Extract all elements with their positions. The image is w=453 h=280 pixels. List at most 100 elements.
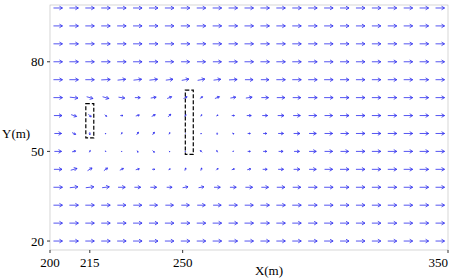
- velocity-arrow: [340, 239, 349, 243]
- velocity-arrow: [121, 133, 123, 135]
- velocity-arrow: [245, 42, 254, 46]
- velocity-arrow: [436, 60, 445, 64]
- velocity-arrow: [260, 24, 269, 28]
- velocity-arrow: [388, 24, 397, 28]
- velocity-arrow: [120, 115, 123, 116]
- velocity-arrow: [54, 114, 62, 118]
- velocity-arrow: [165, 239, 174, 243]
- velocity-arrow: [388, 132, 397, 136]
- velocity-arrow: [185, 168, 186, 171]
- velocity-arrow: [85, 42, 94, 46]
- velocity-arrow: [165, 60, 174, 64]
- velocity-arrow: [420, 221, 429, 225]
- velocity-arrow: [388, 221, 397, 225]
- velocity-arrow: [213, 203, 221, 207]
- velocity-arrow: [420, 150, 429, 154]
- velocity-arrow: [248, 133, 251, 134]
- velocity-arrow: [420, 60, 429, 64]
- velocity-arrow: [279, 150, 284, 152]
- velocity-arrow: [85, 221, 94, 225]
- velocity-arrow: [70, 96, 78, 100]
- velocity-arrow: [308, 239, 317, 243]
- velocity-arrow: [53, 6, 62, 10]
- velocity-arrow: [294, 132, 300, 135]
- velocity-arrow: [277, 185, 285, 189]
- velocity-arrow: [105, 150, 107, 152]
- velocity-arrow: [356, 132, 365, 136]
- velocity-arrow: [261, 96, 268, 100]
- x-tick-label: 200: [40, 255, 60, 270]
- velocity-arrow: [404, 6, 413, 10]
- velocity-arrow: [167, 186, 172, 189]
- velocity-arrow: [308, 203, 317, 207]
- velocity-arrow: [436, 6, 445, 10]
- velocity-arrow: [436, 239, 445, 243]
- velocity-arrow: [182, 78, 189, 82]
- velocity-arrow: [137, 151, 139, 153]
- velocity-arrow: [149, 78, 157, 82]
- obstacle: [185, 90, 193, 154]
- velocity-arrow: [404, 132, 413, 136]
- velocity-arrow: [372, 114, 381, 118]
- velocity-arrow: [420, 132, 429, 136]
- velocity-arrow: [340, 96, 349, 100]
- velocity-arrow: [372, 132, 381, 136]
- velocity-arrow: [324, 185, 333, 189]
- velocity-arrow: [404, 239, 413, 243]
- velocity-arrow: [325, 150, 333, 154]
- velocity-arrow: [152, 114, 156, 116]
- velocity-arrow: [388, 6, 397, 10]
- x-axis-label: X(m): [255, 263, 283, 278]
- velocity-arrow: [260, 42, 269, 46]
- velocity-arrow: [134, 186, 140, 189]
- velocity-arrow: [262, 114, 267, 117]
- velocity-arrow: [199, 186, 204, 189]
- velocity-arrow: [372, 78, 381, 82]
- velocity-arrow: [420, 185, 429, 189]
- velocity-arrow: [166, 78, 173, 82]
- velocity-arrow: [69, 24, 78, 28]
- velocity-arrow: [276, 239, 285, 243]
- velocity-arrow: [404, 221, 413, 225]
- velocity-arrow: [149, 24, 158, 28]
- velocity-arrow: [185, 114, 186, 117]
- velocity-arrow: [105, 133, 107, 135]
- velocity-arrow: [324, 203, 333, 207]
- x-tick-label: 215: [80, 255, 100, 270]
- velocity-arrow: [118, 96, 124, 99]
- velocity-arrow: [149, 60, 158, 64]
- velocity-arrow: [101, 60, 110, 64]
- velocity-arrow: [133, 239, 142, 243]
- velocity-arrow: [101, 78, 110, 82]
- velocity-arrow: [436, 185, 445, 189]
- velocity-arrow: [245, 24, 254, 28]
- velocity-arrow: [372, 6, 381, 10]
- velocity-arrow: [101, 203, 110, 207]
- velocity-arrow: [372, 24, 381, 28]
- velocity-arrow: [247, 168, 251, 170]
- velocity-arrow: [118, 185, 125, 189]
- velocity-arrow: [133, 6, 142, 10]
- velocity-arrow: [388, 150, 397, 154]
- velocity-arrow: [101, 24, 110, 28]
- velocity-arrow: [404, 150, 413, 154]
- velocity-arrow: [133, 60, 142, 64]
- velocity-arrow: [181, 24, 190, 28]
- velocity-arrow: [404, 60, 413, 64]
- velocity-arrow: [89, 132, 90, 135]
- velocity-arrow: [117, 203, 126, 207]
- velocity-arrow: [135, 96, 140, 99]
- velocity-arrow: [436, 114, 445, 118]
- velocity-arrow: [404, 185, 413, 189]
- velocity-arrow: [137, 132, 139, 135]
- velocity-arrow: [200, 133, 202, 135]
- velocity-arrow: [214, 78, 221, 82]
- velocity-arrow: [72, 150, 76, 152]
- velocity-arrow: [118, 78, 126, 82]
- velocity-arrow: [69, 60, 78, 64]
- velocity-arrow: [197, 60, 206, 64]
- velocity-arrow: [436, 96, 445, 100]
- velocity-arrow: [308, 96, 317, 100]
- velocity-arrow: [372, 185, 381, 189]
- velocity-arrow: [436, 221, 445, 225]
